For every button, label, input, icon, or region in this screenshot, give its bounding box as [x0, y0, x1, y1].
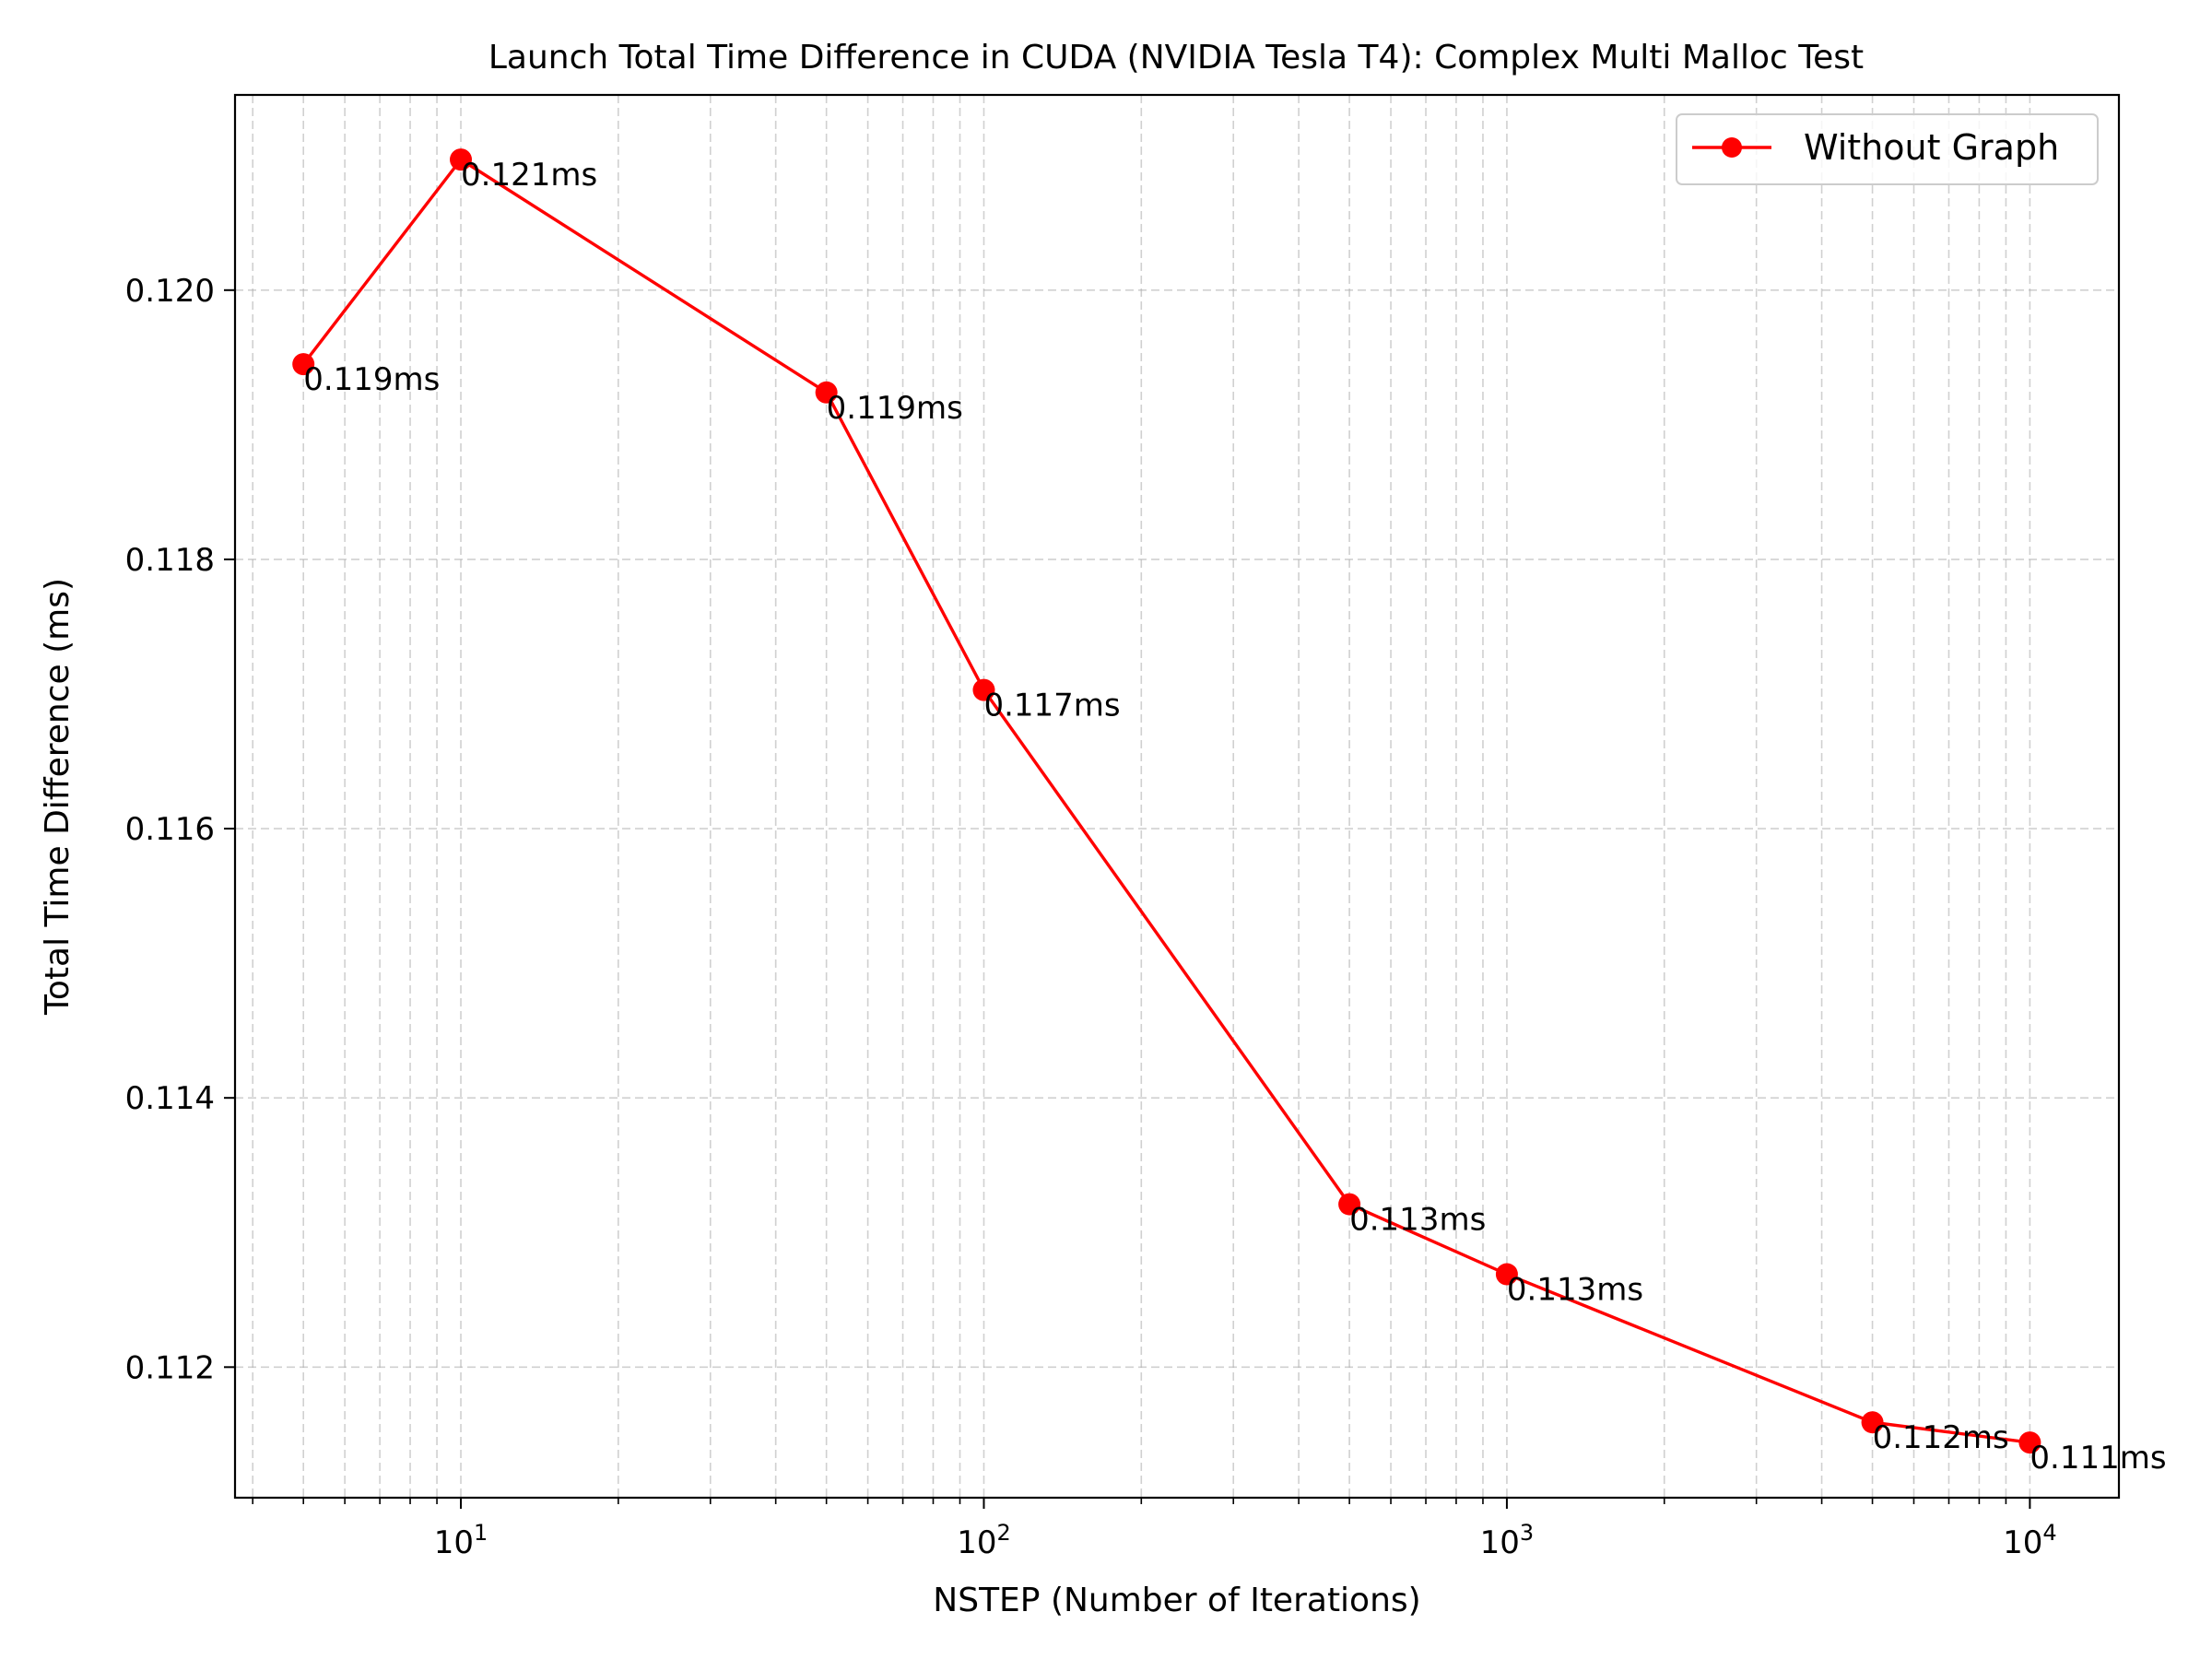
- x-tick-label-base: 10: [2003, 1524, 2042, 1561]
- plot-area-frame: [233, 93, 2121, 1500]
- legend-label: Without Graph: [1804, 127, 2059, 168]
- x-tick-label-exponent: 3: [1520, 1520, 1534, 1546]
- data-label: 0.121ms: [461, 157, 597, 194]
- data-label: 0.113ms: [1507, 1272, 1643, 1309]
- data-label: 0.117ms: [983, 688, 1120, 724]
- x-tick-label: 103: [1480, 1520, 1535, 1561]
- data-point: [1861, 1411, 1884, 1434]
- data-label: 0.112ms: [1873, 1419, 2009, 1456]
- legend-point-marker: [1722, 137, 1742, 158]
- x-tick-label-base: 10: [1480, 1524, 1520, 1561]
- data-point: [2018, 1431, 2041, 1454]
- data-point: [1495, 1263, 1518, 1286]
- data-point: [450, 148, 473, 171]
- x-tick-label-exponent: 1: [474, 1520, 488, 1546]
- series-line: [301, 158, 2030, 1444]
- x-tick-label-exponent: 2: [996, 1520, 1010, 1546]
- x-tick-label-exponent: 4: [2042, 1520, 2056, 1546]
- y-tick-label: 0.118: [125, 542, 215, 579]
- data-label: 0.119ms: [303, 361, 440, 398]
- y-tick-label: 0.114: [125, 1080, 215, 1117]
- data-point: [292, 353, 315, 376]
- data-point: [1338, 1193, 1361, 1216]
- y-tick-label: 0.112: [125, 1349, 215, 1386]
- x-axis-label: NSTEP (Number of Iterations): [933, 1582, 1420, 1619]
- x-tick-label: 104: [2003, 1520, 2057, 1561]
- legend-frame: [1676, 113, 2099, 185]
- series-layer: 0.119ms 0.121ms 0.119ms 0.117ms 0.113ms 0.113…: [292, 148, 2167, 1477]
- y-tick-label: 0.116: [125, 811, 215, 848]
- x-tick-label-base: 10: [434, 1524, 474, 1561]
- grid: [235, 95, 2119, 1498]
- data-label: 0.111ms: [2030, 1440, 2166, 1477]
- data-label: 0.113ms: [1349, 1202, 1486, 1239]
- y-axis-label: Total Time Difference (ms): [39, 578, 76, 1016]
- x-tick-label-base: 10: [957, 1524, 996, 1561]
- legend: Without Graph: [1676, 113, 2099, 185]
- x-tick-label: 102: [957, 1520, 1011, 1561]
- data-point: [815, 381, 838, 404]
- x-tick-label: 101: [434, 1520, 488, 1561]
- data-point: [972, 678, 995, 701]
- data-label: 0.119ms: [827, 390, 963, 427]
- chart-title: Launch Total Time Difference in CUDA (NV…: [488, 39, 1864, 76]
- y-tick-label: 0.120: [125, 273, 215, 310]
